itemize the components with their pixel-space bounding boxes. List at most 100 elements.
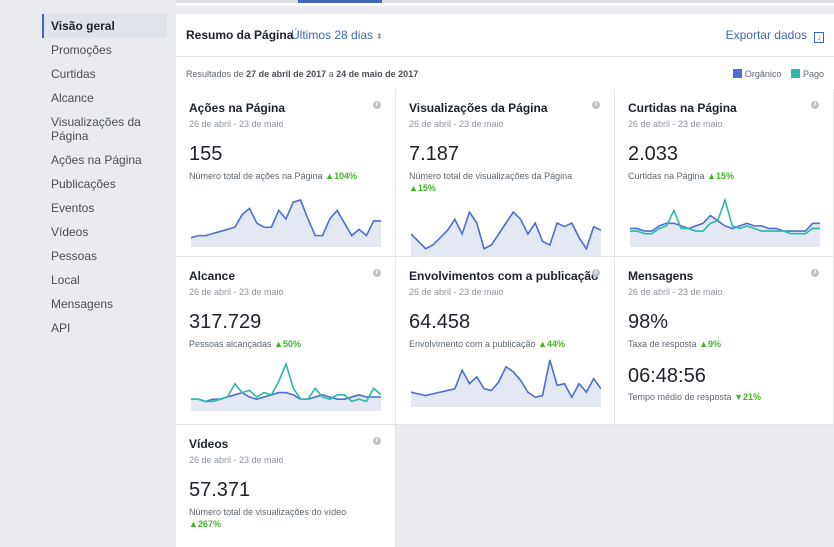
card-mensagens[interactable]: Mensagens i 26 de abril - 23 de maio 98%… [615, 257, 834, 425]
card-change: 44% [547, 339, 566, 349]
info-icon[interactable]: i [592, 269, 600, 277]
card-desc: Número total de ações na Página ▲104% [189, 170, 357, 182]
summary-header: Resumo da Página Últimos 28 dias ⬍ Export… [176, 14, 834, 57]
card-change-2: 21% [743, 392, 762, 402]
change-down-icon: ▼ [734, 392, 743, 402]
card-desc: Curtidas na Página ▲15% [628, 170, 734, 182]
page-summary-panel: Resumo da Página Últimos 28 dias ⬍ Export… [176, 14, 834, 90]
card-title: Mensagens [628, 269, 694, 283]
change-up-icon: ▲ [274, 339, 283, 349]
info-icon[interactable]: i [592, 101, 600, 109]
legend-paid-swatch [790, 69, 800, 78]
card-desc-text-2: Tempo médio de resposta [628, 392, 732, 402]
card-acoes-pagina[interactable]: Ações na Página i 26 de abril - 23 de ma… [176, 89, 396, 257]
card-title: Visualizações da Página [409, 101, 548, 115]
card-desc-text: Número total de visualizações da Página [409, 171, 573, 181]
card-value: 317.729 [189, 311, 262, 333]
card-change: 15% [417, 183, 436, 193]
card-desc-text: Curtidas na Página [628, 171, 705, 181]
top-bar [176, 0, 834, 3]
card-date: 26 de abril - 23 de maio [628, 287, 723, 297]
sparkline-paid [191, 361, 381, 403]
card-visualizacoes-pagina[interactable]: Visualizações da Página i 26 de abril - … [396, 89, 615, 259]
sidebar-item-alcance[interactable]: Alcance [51, 91, 94, 105]
card-change: 104% [334, 171, 358, 181]
legend-organic-swatch [732, 69, 742, 78]
sparkline-area [411, 360, 601, 407]
sidebar-item-api[interactable]: API [51, 321, 71, 335]
sparkline-organic [191, 199, 381, 239]
sparkline-acoes [191, 199, 381, 247]
top-bar-strip [176, 3, 834, 6]
card-desc-text: Pessoas alcançadas [189, 339, 272, 349]
sidebar-item-curtidas[interactable]: Curtidas [51, 67, 96, 81]
card-desc: Envolvimento com a publicação ▲44% [409, 338, 565, 350]
card-date: 26 de abril - 23 de maio [189, 455, 284, 465]
change-up-icon: ▲ [189, 519, 198, 529]
change-up-icon: ▲ [409, 183, 418, 193]
card-desc-text: Número total de ações na Página [189, 171, 323, 181]
sidebar-item-acoes[interactable]: Ações na Página [51, 153, 142, 167]
card-desc: Número total de visualizações da Página ▲… [409, 170, 589, 194]
sparkline-area [630, 215, 820, 247]
export-data-link[interactable]: Exportar dados ↓ [726, 28, 824, 43]
range-end: 24 de maio de 2017 [336, 69, 419, 79]
card-desc-text: Envolvimento com a publicação [409, 339, 536, 349]
info-icon[interactable]: i [373, 437, 381, 445]
info-icon[interactable]: i [373, 269, 381, 277]
sidebar-item-eventos[interactable]: Eventos [51, 201, 95, 215]
card-desc: Taxa de resposta ▲9% [628, 338, 721, 350]
card-videos[interactable]: Vídeos i 26 de abril - 23 de maio 57.371… [176, 425, 396, 547]
page-title: Resumo da Página [186, 28, 294, 42]
sidebar-item-publicacoes[interactable]: Publicações [51, 177, 116, 191]
sidebar-item-visao-geral[interactable]: Visão geral [42, 14, 167, 38]
change-up-icon: ▲ [325, 171, 335, 181]
card-date: 26 de abril - 23 de maio [189, 287, 284, 297]
results-range: Resultados de 27 de abril de 2017 a 24 d… [186, 69, 418, 79]
card-alcance[interactable]: Alcance i 26 de abril - 23 de maio 317.7… [176, 257, 396, 425]
sidebar-item-mensagens[interactable]: Mensagens [51, 297, 114, 311]
sparkline-area [411, 212, 601, 259]
sparkline-paid [630, 197, 820, 235]
card-desc: Número total de visualizações do vídeo ▲2… [189, 506, 346, 530]
card-date: 26 de abril - 23 de maio [409, 119, 504, 129]
legend-paid-label: Pago [802, 69, 824, 79]
period-dropdown[interactable]: Últimos 28 dias ⬍ [291, 28, 383, 42]
sidebar-item-pessoas[interactable]: Pessoas [51, 249, 98, 263]
card-title: Envolvimentos com a publicação [409, 269, 599, 283]
range-mid: a [328, 69, 334, 79]
sidebar-item-videos[interactable]: Vídeos [51, 225, 89, 239]
legend-paid: Pago [790, 69, 824, 79]
card-title: Ações na Página [189, 101, 286, 115]
results-range-bar: Resultados de 27 de abril de 2017 a 24 d… [176, 57, 834, 90]
download-icon: ↓ [814, 32, 824, 43]
card-change: 15% [716, 171, 735, 181]
card-desc: Pessoas alcançadas ▲50% [189, 338, 301, 350]
range-prefix: Resultados de [186, 69, 244, 79]
sidebar-item-visualizacoes[interactable]: Visualizações da Página [51, 115, 141, 143]
card-change: 267% [197, 519, 221, 529]
sidebar-item-local[interactable]: Local [51, 273, 80, 287]
legend-organic-label: Orgânico [744, 69, 782, 79]
chart-legend: Orgânico Pago [726, 69, 824, 79]
card-date: 26 de abril - 23 de maio [409, 287, 504, 297]
card-value: 64.458 [409, 311, 471, 333]
period-label: Últimos 28 dias [291, 28, 374, 42]
change-up-icon: ▲ [707, 171, 716, 181]
sidebar-item-promocoes[interactable]: Promoções [51, 43, 112, 57]
sparkline-organic [411, 210, 601, 251]
range-start: 27 de abril de 2017 [246, 69, 327, 79]
sparkline-organic [411, 359, 601, 399]
sparkline-alcance [191, 361, 381, 411]
sort-caret-icon: ⬍ [376, 32, 383, 41]
card-desc-2: Tempo médio de resposta ▼21% [628, 391, 761, 403]
card-value: 7.187 [409, 143, 460, 165]
info-icon[interactable]: i [373, 101, 381, 109]
card-desc-text: Taxa de resposta [628, 339, 697, 349]
info-icon[interactable]: i [811, 101, 819, 109]
sparkline-envolvimentos [411, 359, 601, 407]
info-icon[interactable]: i [811, 269, 819, 277]
change-up-icon: ▲ [699, 339, 708, 349]
card-envolvimentos[interactable]: Envolvimentos com a publicação i 26 de a… [396, 257, 615, 425]
card-curtidas-pagina[interactable]: Curtidas na Página i 26 de abril - 23 de… [615, 89, 834, 257]
